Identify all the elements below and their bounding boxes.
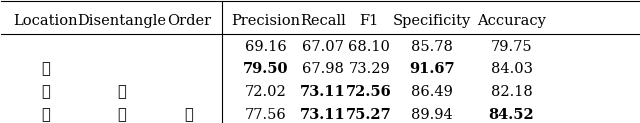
Text: Specificity: Specificity: [392, 14, 471, 28]
Text: ✓: ✓: [118, 85, 127, 99]
Text: 67.07: 67.07: [302, 39, 344, 54]
Text: Precision: Precision: [231, 14, 300, 28]
Text: 84.03: 84.03: [491, 62, 532, 77]
Text: 85.78: 85.78: [411, 39, 452, 54]
Text: 68.10: 68.10: [348, 39, 390, 54]
Text: 91.67: 91.67: [409, 62, 454, 77]
Text: 82.18: 82.18: [491, 85, 532, 99]
Text: 86.49: 86.49: [411, 85, 452, 99]
Text: Accuracy: Accuracy: [477, 14, 546, 28]
Text: 69.16: 69.16: [245, 39, 287, 54]
Text: ✓: ✓: [41, 85, 50, 99]
Text: ✓: ✓: [41, 62, 50, 77]
Text: 79.75: 79.75: [491, 39, 532, 54]
Text: ✓: ✓: [41, 108, 50, 122]
Text: Disentangle: Disentangle: [77, 14, 166, 28]
Text: F1: F1: [360, 14, 379, 28]
Text: 73.11: 73.11: [300, 85, 346, 99]
Text: 73.11: 73.11: [300, 108, 346, 122]
Text: 72.56: 72.56: [346, 85, 392, 99]
Text: 73.29: 73.29: [348, 62, 390, 77]
Text: ✓: ✓: [185, 108, 193, 122]
Text: Order: Order: [167, 14, 211, 28]
Text: 84.52: 84.52: [489, 108, 534, 122]
Text: 77.56: 77.56: [245, 108, 287, 122]
Text: 72.02: 72.02: [245, 85, 287, 99]
Text: ✓: ✓: [118, 108, 127, 122]
Text: 89.94: 89.94: [411, 108, 452, 122]
Text: 79.50: 79.50: [243, 62, 289, 77]
Text: Location: Location: [13, 14, 77, 28]
Text: 67.98: 67.98: [302, 62, 344, 77]
Text: Recall: Recall: [300, 14, 346, 28]
Text: 75.27: 75.27: [346, 108, 392, 122]
